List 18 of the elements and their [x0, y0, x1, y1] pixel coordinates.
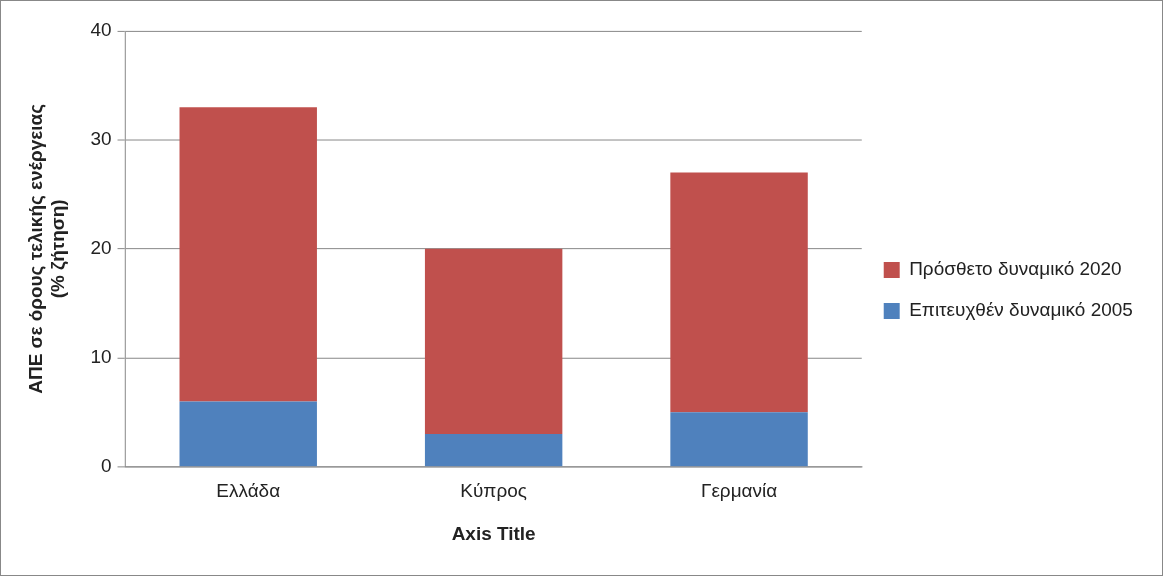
- legend-label: Πρόσθετο δυναμικό 2020: [909, 258, 1122, 280]
- x-tick-label: Γερμανία: [700, 480, 778, 502]
- x-axis-title: Axis Title: [451, 522, 536, 544]
- y-axis-title: ΑΠΕ σε όρους τελικής ενέργειας (% ζήτηση): [24, 103, 70, 394]
- bar: [670, 172, 808, 413]
- y-tick-label: 30: [90, 128, 112, 150]
- y-tick-label: 40: [90, 19, 112, 41]
- x-tick-label: Κύπρος: [460, 480, 527, 502]
- bar: [670, 412, 808, 467]
- legend-label: Επιτευχθέν δυναμικό 2005: [909, 299, 1133, 321]
- y-tick-label: 20: [90, 237, 112, 259]
- bar: [424, 248, 563, 435]
- x-tick-label: Ελλάδα: [216, 480, 281, 502]
- bar: [179, 107, 317, 402]
- y-tick-label: 0: [100, 455, 112, 476]
- y-tick-label: 10: [90, 346, 112, 368]
- bar: [179, 401, 317, 467]
- bar: [424, 434, 563, 467]
